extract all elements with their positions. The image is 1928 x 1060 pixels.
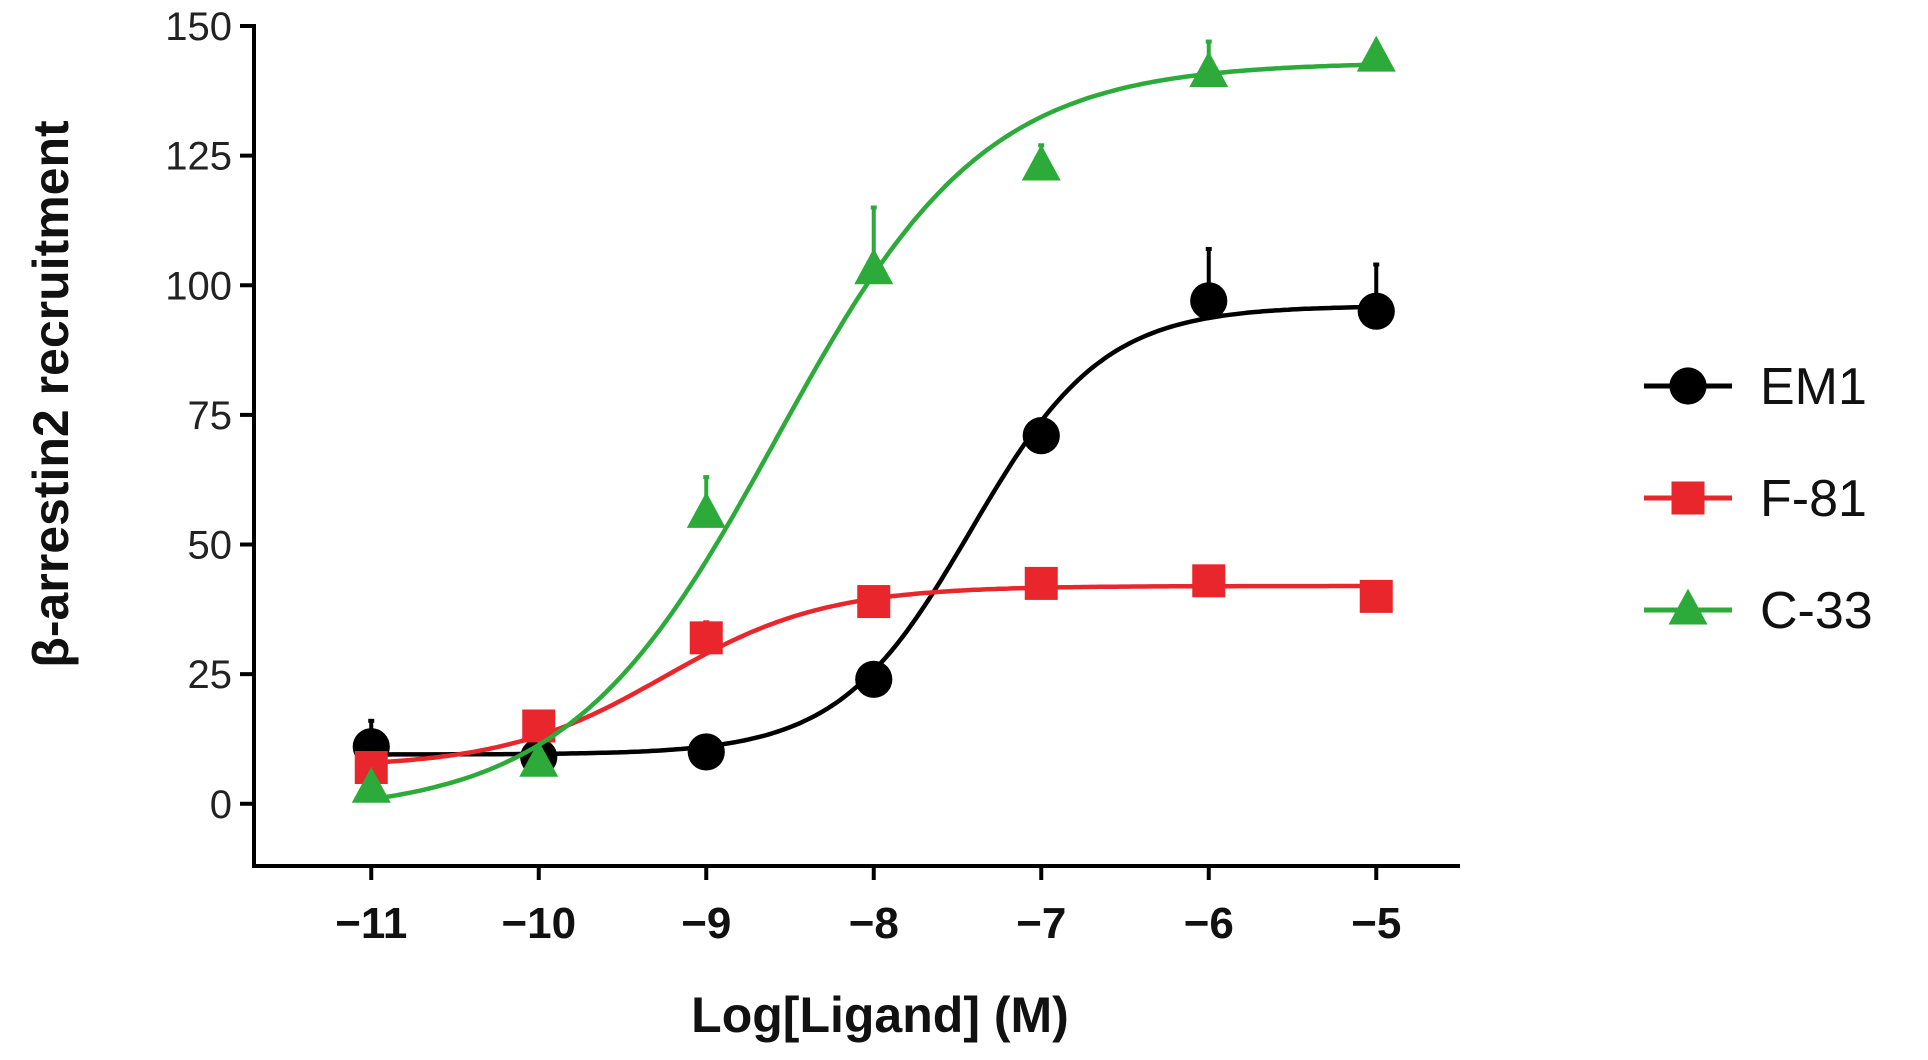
data-point-em1 [855,660,893,698]
data-point-em1 [1190,282,1228,320]
data-point-f-81 [857,585,891,619]
legend-item-em1: EM1 [1644,358,1867,416]
legend: EM1 F-81 C-33 [1644,358,1873,640]
x-axis-ticks: −11 −10 −9 −8 −7 −6 −5 [335,866,1401,948]
legend-marker-em1 [1669,367,1707,405]
data-point-em1 [1357,292,1395,330]
data-point-f-81 [1024,566,1058,600]
data-point-c-33 [519,740,559,777]
y-axis-ticks: 0 25 50 75 100 125 150 [165,5,254,827]
y-tick-label: 0 [210,783,232,827]
series-em1 [352,246,1395,776]
y-tick-label: 50 [188,524,233,568]
legend-marker-f-81 [1671,481,1705,515]
x-tick-label: −11 [335,899,407,948]
legend-item-c-33: C-33 [1644,582,1873,640]
x-tick-label: −10 [501,899,576,948]
data-point-c-33 [1189,51,1229,88]
x-tick-label: −8 [849,899,899,948]
series-f-81 [354,564,1393,784]
y-tick-label: 125 [165,135,232,179]
data-point-c-33 [1356,35,1396,72]
x-tick-label: −7 [1016,899,1066,948]
data-point-c-33 [854,248,894,285]
data-point-f-81 [1192,564,1226,598]
x-tick-label: −9 [681,899,731,948]
data-point-c-33 [1021,144,1061,181]
x-tick-label: −6 [1184,899,1234,948]
y-tick-label: 150 [165,5,232,49]
series-c-33 [351,35,1396,803]
data-point-f-81 [1359,579,1393,613]
x-tick-label: −5 [1351,899,1401,948]
legend-label-c-33: C-33 [1760,582,1873,640]
legend-label-em1: EM1 [1760,358,1867,416]
legend-item-f-81: F-81 [1644,470,1867,528]
data-point-c-33 [686,492,726,528]
data-point-em1 [687,733,725,771]
legend-label-f-81: F-81 [1760,470,1867,528]
plot-area [351,35,1396,803]
y-axis-title: β-arrestin2 recruitment [23,120,79,668]
y-tick-label: 25 [188,653,233,697]
y-tick-label: 100 [165,264,232,308]
y-tick-label: 75 [188,394,233,438]
x-axis-title: Log[Ligand] (M) [691,987,1069,1043]
data-point-c-33 [351,766,391,803]
legend-marker-c-33 [1668,588,1708,625]
data-point-f-81 [689,621,723,655]
data-point-em1 [1022,417,1060,455]
